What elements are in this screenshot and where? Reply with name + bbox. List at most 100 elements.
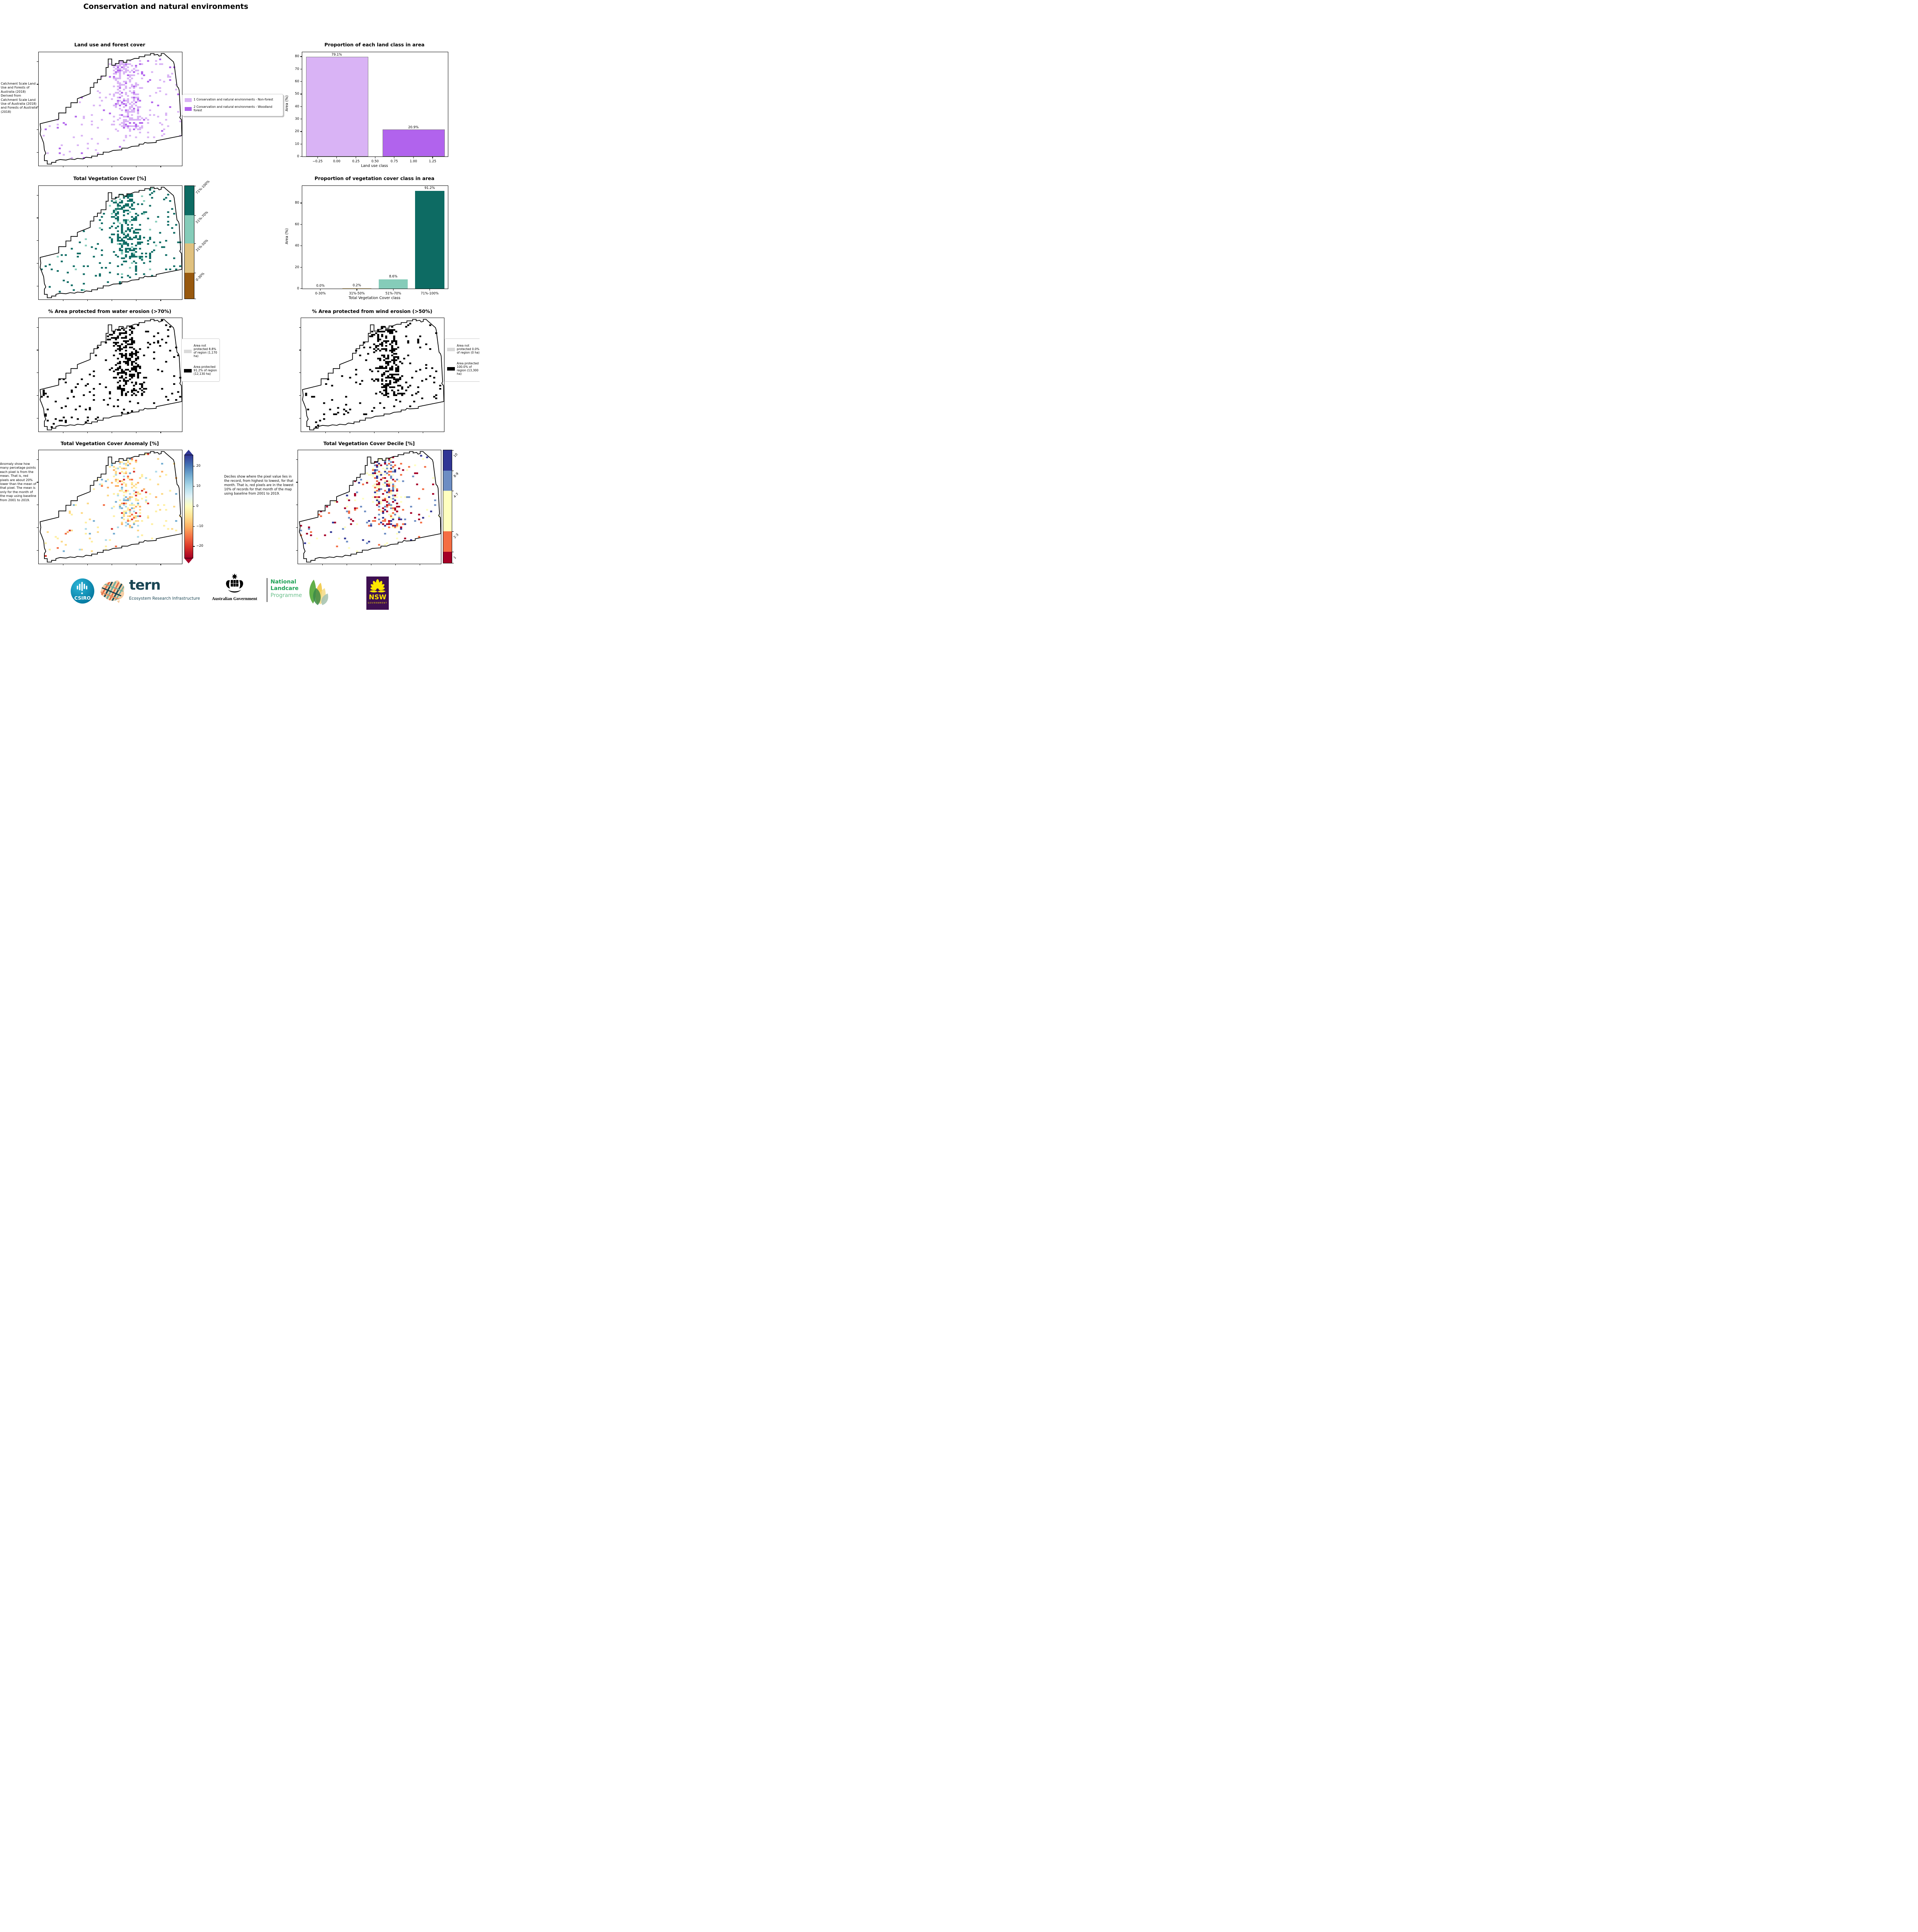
- y-tick: [300, 131, 302, 132]
- legend-label: 2 Conservation and natural environments …: [194, 105, 272, 112]
- bar: [306, 57, 368, 156]
- map-y-tick: [37, 195, 38, 196]
- not-protected-swatch: [184, 349, 192, 353]
- map-y-tick: [37, 527, 38, 528]
- map-y-tick: [37, 263, 38, 264]
- anomaly-caption: Anomaly show how many percetage points e…: [0, 462, 36, 502]
- x-tick-label: 0.00: [333, 160, 340, 163]
- colorbar-tick-label: 4-7: [453, 492, 460, 499]
- map-y-tick: [37, 152, 38, 153]
- colorbar-tick-label: 31%-50%: [195, 238, 209, 253]
- chart1-ylabel: Area (%): [285, 95, 289, 112]
- bar: [415, 191, 444, 289]
- x-tick-label: 0.25: [352, 160, 360, 163]
- map-y-tick: [37, 395, 38, 396]
- non-forest-swatch: [185, 98, 192, 102]
- legend-item: 2 Conservation and natural environments …: [185, 105, 281, 112]
- map-y-tick: [299, 327, 301, 328]
- bar-value-label: 8.6%: [389, 275, 398, 279]
- region-outline: [40, 187, 182, 298]
- decile-map: [296, 450, 441, 565]
- map-x-tick: [325, 432, 326, 433]
- map-x-tick: [395, 564, 396, 565]
- tern-subtitle: Ecosystem Research Infrastructure: [129, 596, 200, 601]
- colorbar-tick-label: 51%-70%: [195, 210, 209, 224]
- legend-label: Area protected 91.2% of region (12,130 h…: [194, 365, 217, 376]
- colorbar-tick: [193, 526, 195, 527]
- australian-government-label: Australian Government: [212, 597, 257, 601]
- x-tick: [432, 156, 433, 158]
- colorbar-segment: [443, 470, 452, 491]
- colorbar-tick-label: −20: [196, 544, 203, 548]
- water-erosion-map-title: % Area protected from water erosion (>70…: [48, 308, 172, 314]
- x-tick-label: 71%-100%: [420, 292, 439, 296]
- decile-map-title: Total Vegetation Cover Decile [%]: [323, 440, 415, 446]
- csiro-logo-icon: CSIRO: [70, 578, 95, 604]
- land-class-bar-chart: 0 10 20 30 40 50 60 70 80 79.1% 20.9% −0.25 0.00 0.25…: [295, 52, 448, 163]
- legend-label: Area protected 100.0% of region (13,300 …: [457, 361, 479, 376]
- tern-australia-icon: [97, 578, 127, 604]
- y-tick-label: 40: [295, 244, 299, 248]
- map-y-tick: [296, 527, 298, 528]
- region-outline: [40, 320, 182, 430]
- region-outline: [40, 54, 182, 164]
- colorbar-segment: [185, 215, 194, 243]
- x-tick-label: 0.75: [390, 160, 398, 163]
- landcare-leaves-icon: [305, 577, 332, 606]
- map-canvas: [298, 450, 441, 564]
- colorbar-tick-label: 20: [196, 464, 201, 468]
- report-page: Conservation and natural environments La…: [0, 0, 480, 611]
- region-outline: [40, 452, 182, 562]
- land-use-map-title: Land use and forest cover: [74, 42, 145, 48]
- x-tick-label: 1.25: [429, 160, 436, 163]
- colorbar-tick: [452, 531, 454, 532]
- legend-item: Area protected 91.2% of region (12,130 h…: [184, 365, 217, 376]
- map-y-tick: [299, 372, 301, 373]
- veg-cover-map-title: Total Vegetation Cover [%]: [73, 175, 146, 181]
- map-x-tick: [87, 166, 88, 167]
- page-title: Conservation and natural environments: [83, 2, 248, 11]
- veg-cover-map: [37, 185, 182, 301]
- y-tick-label: 50: [295, 92, 299, 96]
- landcare-wordmark-line1: National: [271, 579, 296, 585]
- x-tick: [320, 289, 321, 291]
- x-tick-label: 0-30%: [315, 292, 326, 296]
- legend-item: Area protected 100.0% of region (13,300 …: [447, 362, 480, 376]
- colorbar-segment: [443, 491, 452, 532]
- colorbar-segment: [185, 243, 194, 273]
- y-tick-label: 80: [295, 54, 299, 59]
- wind-erosion-map: [299, 318, 444, 433]
- colorbar-tick-label: 2-3: [453, 533, 460, 540]
- map-canvas: [39, 450, 182, 564]
- landcare-wordmark-line3: Programme: [271, 592, 302, 599]
- y-tick-label: 70: [295, 67, 299, 71]
- protected-swatch: [184, 369, 192, 372]
- colorbar-up-arrow: [184, 450, 193, 455]
- bar-value-label: 91.2%: [424, 186, 435, 190]
- region-outline: [300, 452, 441, 562]
- anomaly-colorbar: 20 10 0 −10 −20: [184, 450, 203, 563]
- colorbar-segment: [443, 551, 452, 563]
- veg-cover-colorbar: 71%-100% 51%-70% 31%-50% 0-30%: [184, 180, 211, 299]
- y-tick-label: 10: [295, 142, 299, 146]
- x-tick: [317, 156, 318, 158]
- legend-label: 1 Conservation and natural environments …: [194, 98, 273, 102]
- veg-chart-title: Proportion of vegetation cover class in …: [314, 175, 435, 181]
- y-tick-label: 0: [297, 287, 299, 291]
- legend-item: 1 Conservation and natural environments …: [185, 98, 281, 102]
- csiro-logo: CSIRO: [70, 578, 95, 604]
- y-tick: [300, 106, 302, 107]
- y-tick: [300, 81, 302, 82]
- colorbar-segment: [443, 531, 452, 552]
- colorbar-tick-label: 0: [196, 504, 199, 508]
- australian-government-crest-icon: [223, 573, 246, 595]
- y-tick-label: 30: [295, 117, 299, 121]
- x-tick-label: 1.00: [410, 160, 417, 163]
- land-use-legend: 1 Conservation and natural environments …: [182, 94, 283, 116]
- bar-value-label: 20.9%: [408, 126, 419, 130]
- map-canvas: [39, 186, 182, 299]
- veg-cover-bar-chart: 0 20 40 60 80 0.0% 0.2% 8.6% 91.2% 0-30% 31%-50% 51…: [295, 185, 448, 296]
- colorbar-down-arrow: [184, 558, 193, 563]
- map-x-tick: [160, 564, 161, 565]
- bar-value-label: 0.0%: [316, 284, 325, 288]
